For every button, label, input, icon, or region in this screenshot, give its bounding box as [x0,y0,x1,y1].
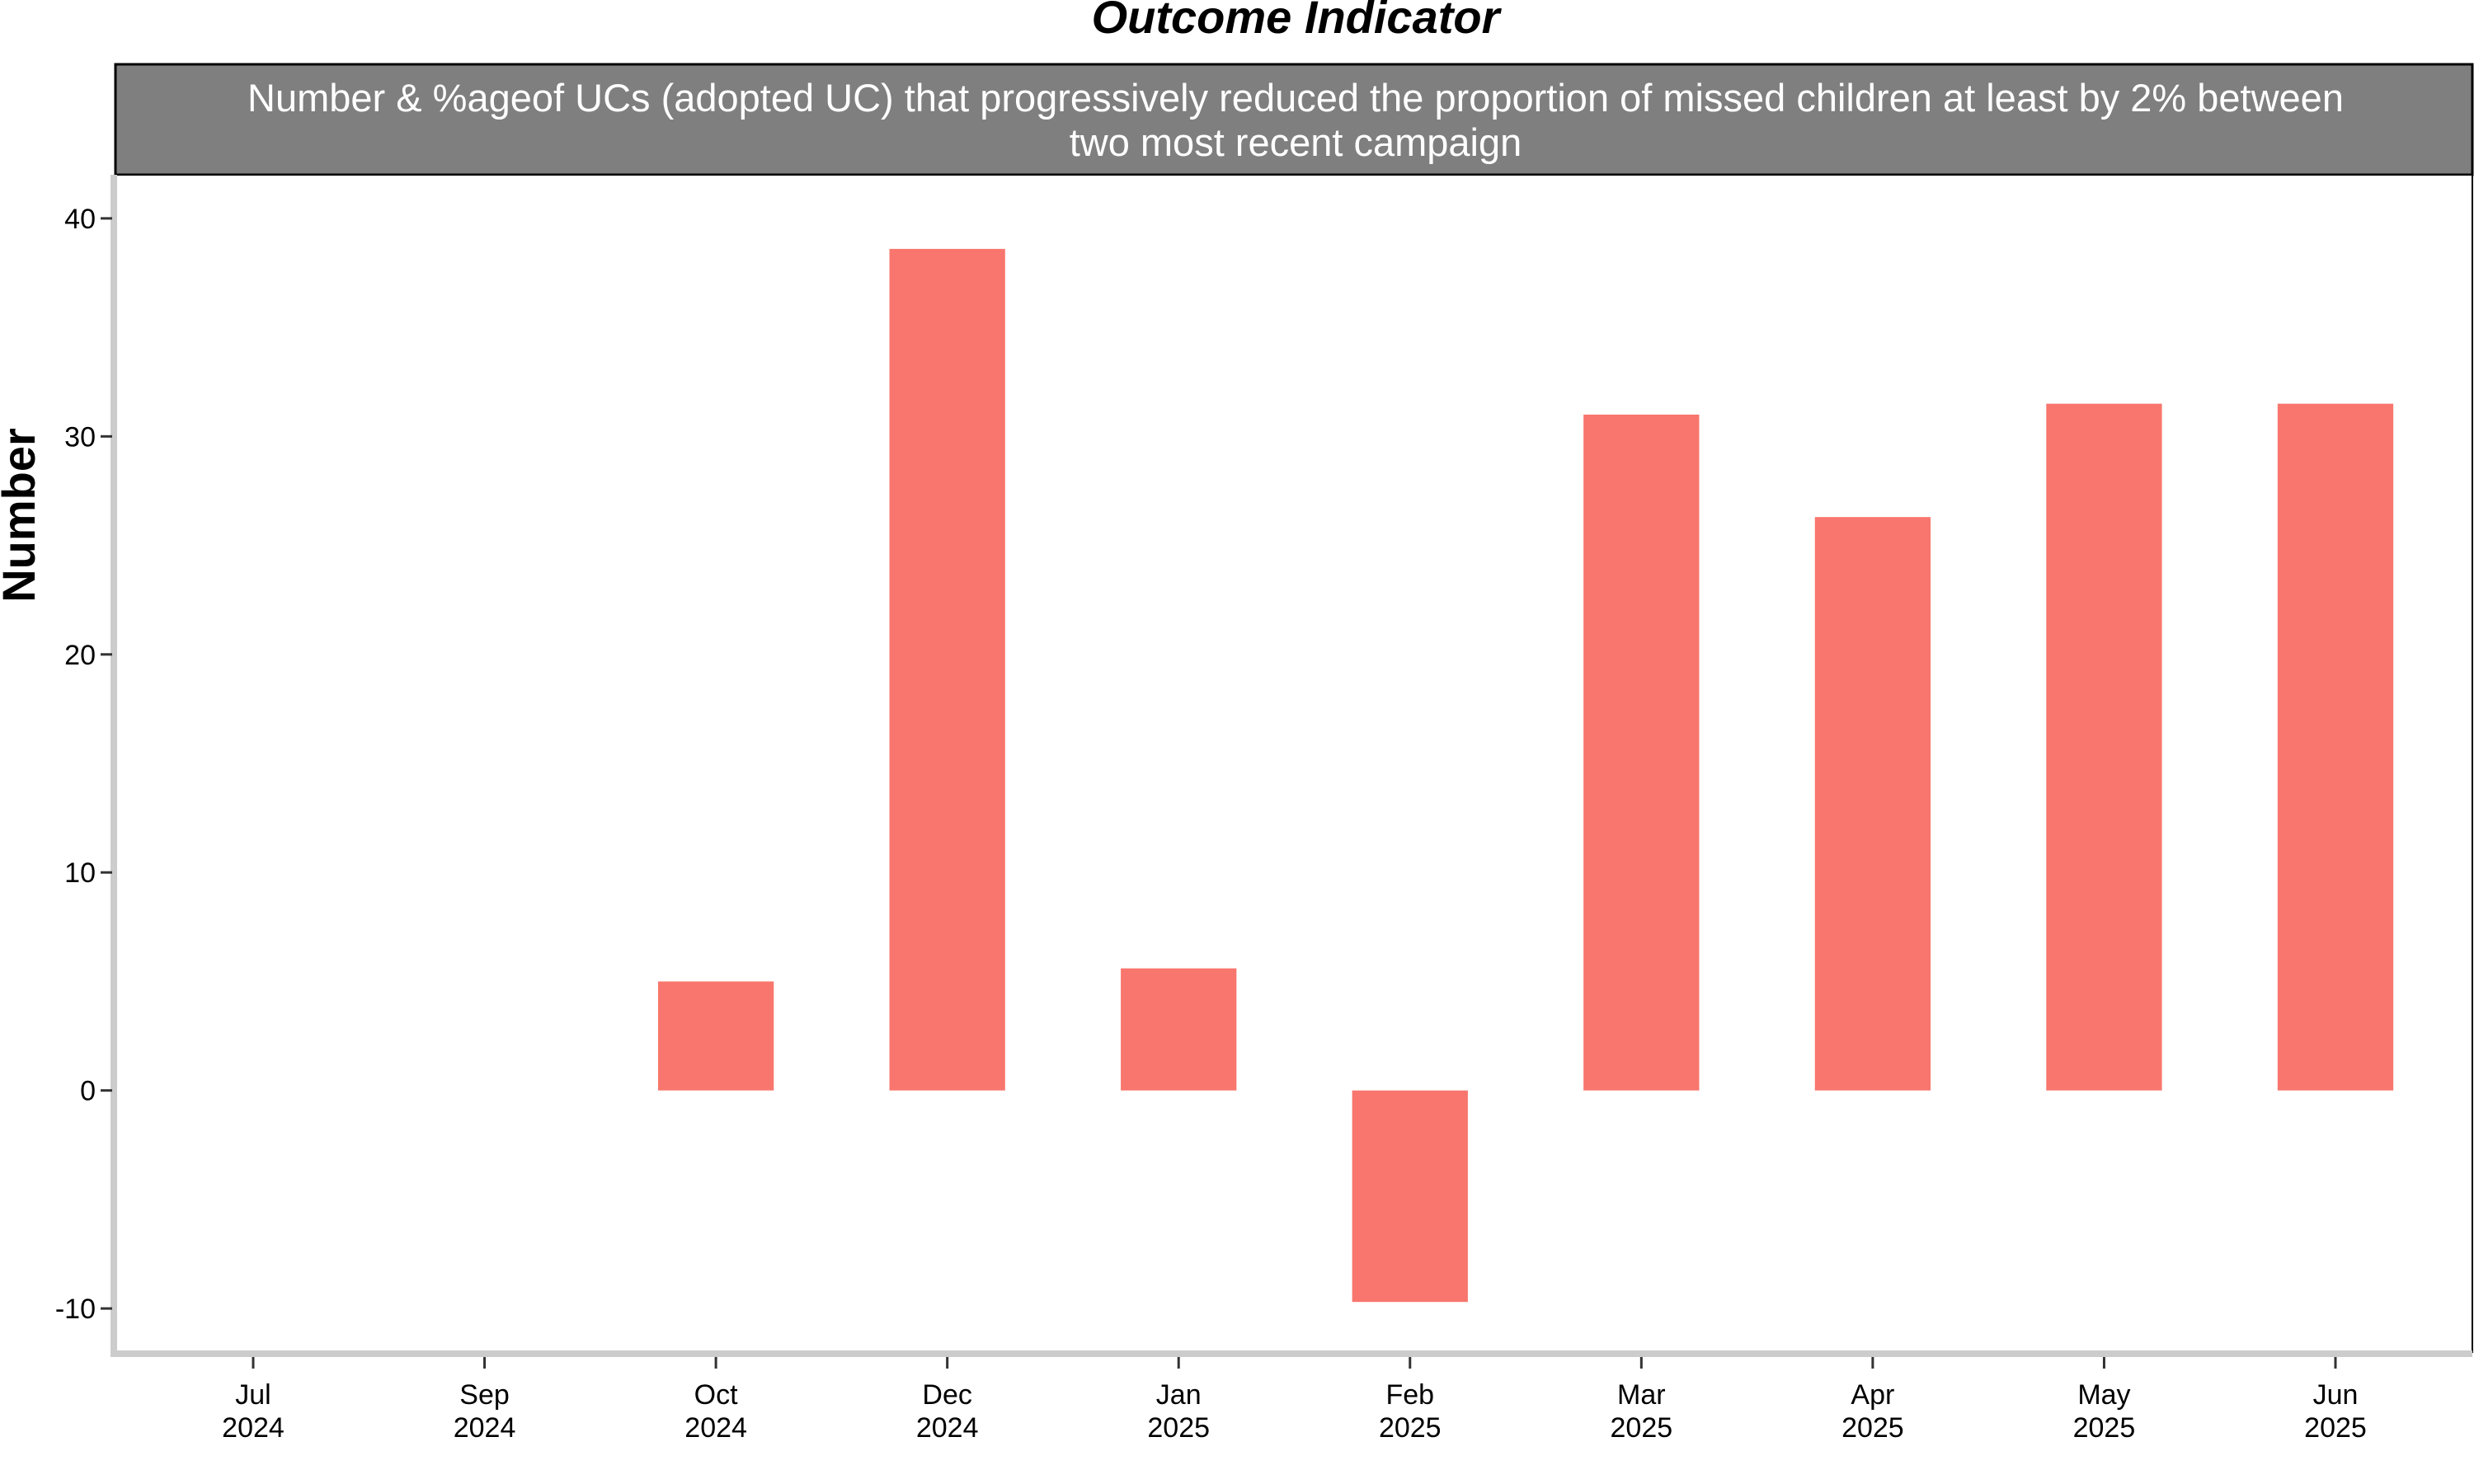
y-tick-label: 0 [80,1076,96,1107]
facet-label-line-2: two most recent campaign [1070,120,1522,164]
x-tick-label-month: May [2077,1379,2130,1411]
x-tick-label-year: 2025 [2073,1412,2136,1444]
x-tick-label-month: Sep [459,1379,510,1411]
x-tick-label-month: Mar [1617,1379,1666,1411]
y-axis-title: Number [0,428,45,603]
bar-2025-03 [1583,414,1700,1091]
bar-2025-01 [1121,968,1237,1091]
x-tick-label-month: Oct [694,1379,738,1411]
x-tick-label-month: Apr [1851,1379,1894,1411]
x-tick-label-year: 2024 [454,1412,516,1444]
facet-strip-background [114,63,2474,176]
bar-2024-10 [657,981,774,1091]
axes-layer: -10010203040Jul2024Sep2024Oct2024Dec2024… [55,175,2472,1444]
bar-2025-02 [1352,1090,1468,1303]
facet-strip: Number & %ageof UCs (adopted UC) that pr… [114,63,2474,176]
bars-layer [657,248,2394,1303]
y-tick-label: 40 [64,204,96,235]
x-tick-label-year: 2025 [2304,1412,2367,1444]
x-tick-label-year: 2024 [684,1412,747,1444]
bar-2025-04 [1814,517,1931,1091]
x-tick-label-month: Jan [1156,1379,1202,1411]
y-tick-label: -10 [55,1294,96,1325]
chart-title: Outcome Indicator [1092,0,1503,43]
x-tick-label-year: 2024 [916,1412,979,1444]
x-tick-label-year: 2025 [1379,1412,1442,1444]
y-tick-label: 20 [64,640,96,671]
facet-label-line-1: Number & %ageof UCs (adopted UC) that pr… [247,76,2344,120]
x-tick-label-year: 2025 [1147,1412,1210,1444]
y-tick-label: 10 [64,857,96,889]
y-tick-label: 30 [64,421,96,453]
x-tick-label-year: 2025 [1841,1412,1904,1444]
bar-2025-05 [2046,403,2162,1091]
bar-2024-12 [889,248,1005,1091]
x-tick-label-month: Jun [2313,1379,2359,1411]
x-tick-label-month: Jul [235,1379,270,1411]
x-tick-label-year: 2024 [222,1412,285,1444]
x-tick-label-month: Feb [1385,1379,1434,1411]
x-tick-label-year: 2025 [1611,1412,1673,1444]
x-tick-label-month: Dec [922,1379,971,1411]
bar-2025-06 [2277,403,2394,1091]
